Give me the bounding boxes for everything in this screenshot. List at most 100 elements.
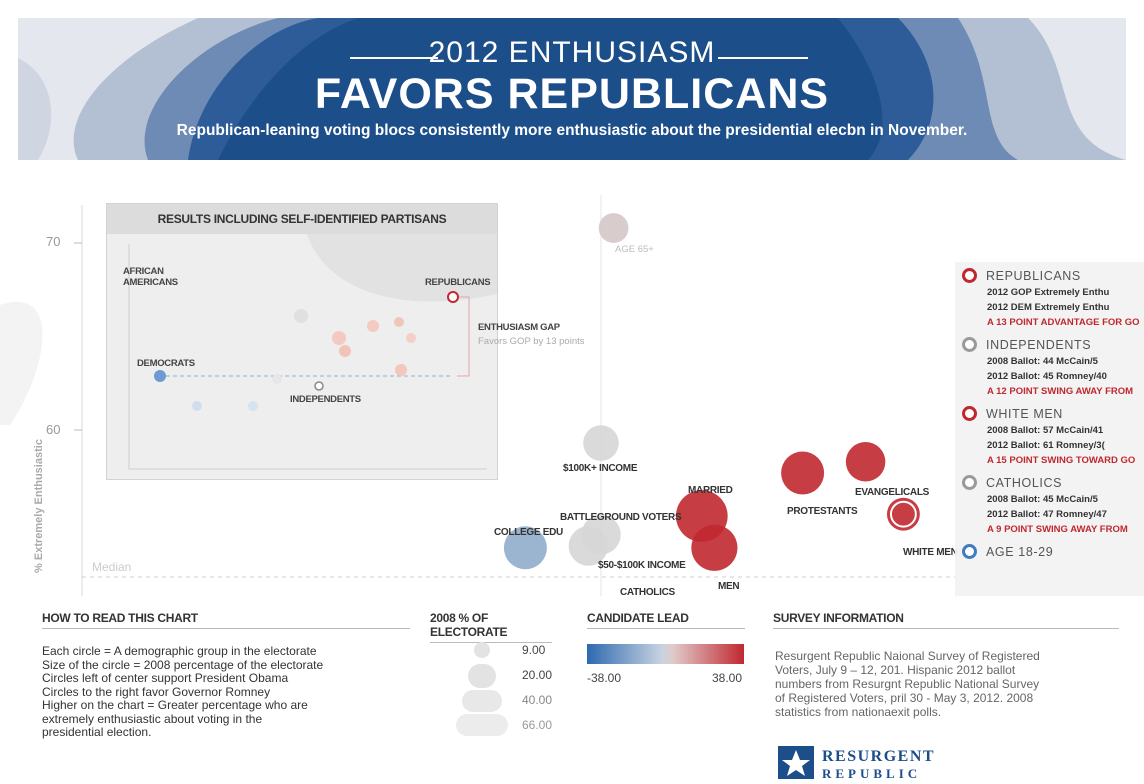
- legend-title-row: AGE 18-29: [962, 544, 1144, 559]
- inset-gap-text: Favors GOP by 13 points: [478, 336, 585, 347]
- callout-legend: [955, 262, 1144, 602]
- survey-line: numbers from Resurgnt Republic National …: [775, 677, 1040, 691]
- survey-line: Voters, July 9 – 12, 201. Hispanic 2012 …: [775, 663, 1016, 677]
- inset-title: RESULTS INCLUDING SELF-IDENTIFIED PARTIS…: [107, 204, 497, 234]
- survey-line: statistics from nationаexit polls.: [775, 705, 942, 719]
- title-line-1: 2012 ENTHUSIASM: [428, 36, 716, 69]
- inset-bubble: [332, 331, 346, 345]
- legend-line: 2012 Ballot: 61 Romney/3(: [987, 440, 1105, 451]
- bubble-50-100k-income: [568, 526, 609, 566]
- legend-title-row: REPUBLICANS: [962, 268, 1144, 283]
- legend-line: 2012 GOP Extremely Enthu: [987, 287, 1110, 298]
- bubble-evangelicals: [845, 442, 886, 482]
- size-value-20: 20.00: [522, 668, 553, 682]
- survey-line: Resurgent Republic Nаional Survey of Reg…: [775, 649, 1040, 663]
- label-men: MEN: [718, 581, 740, 592]
- inset-independents-marker: [314, 381, 324, 391]
- logo-line-1: RESURGENT: [822, 748, 936, 765]
- legend-highlight: A 13 POINT ADVANTAGE FOR GO: [987, 317, 1140, 328]
- how-line: Higher on the chart = Greater percentage…: [42, 698, 308, 712]
- blue-circle-icon: [962, 544, 977, 559]
- lead-max: 38.00: [712, 671, 743, 685]
- logo-line-2: REPUBLIC: [822, 766, 922, 781]
- banner-background: [18, 18, 1126, 160]
- label-catholics: CATHOLICS: [620, 587, 675, 598]
- legend-line: 2012 Ballot: 47 Romney/47: [987, 509, 1107, 520]
- inset-republicans-marker: [447, 291, 459, 303]
- inset-democrats-marker: [154, 370, 166, 382]
- subtitle: Republican-leaning voting blocs consiste…: [176, 122, 968, 139]
- how-line: extremely enthusiastic about voting in t…: [42, 711, 263, 726]
- inset-label-african-americans: AFRICAN AMERICANS: [123, 266, 178, 288]
- legend-title: INDEPENDENTS: [986, 337, 1092, 352]
- legend-highlight: A 15 POINT SWING TOWARD GO: [987, 455, 1136, 466]
- how-line: Size of the circle = 2008 percentage of …: [42, 657, 324, 672]
- inset-bubble: [406, 333, 416, 343]
- label-evangelicals: EVANGELICALS: [855, 487, 929, 498]
- bottom-panel: HOW TO READ THIS CHART Each circle = A d…: [0, 596, 1144, 781]
- red-circle-icon: [962, 268, 977, 283]
- legend-line: 2012 DEM Extremely Enthu: [987, 302, 1110, 313]
- legend-block: WHITE MEN 2008 Ballot: 57 McCain/41 2012 B…: [962, 406, 1144, 466]
- star-icon: [782, 750, 810, 776]
- label-income50: $50-$100K INCOME: [598, 560, 686, 571]
- red-circle-icon: [962, 406, 977, 421]
- label-age65: AGE 65+: [615, 244, 654, 255]
- grey-circle-icon: [962, 475, 977, 490]
- legend-title: AGE 18-29: [986, 544, 1054, 559]
- inset-gap-bracket: [457, 296, 470, 377]
- logo-mark: [778, 746, 814, 779]
- size-key-66: [456, 714, 508, 736]
- legend-line: 2008 Ballot: 44 McCain/5: [987, 356, 1098, 367]
- legend-block: CATHOLICS 2008 Ballot: 45 McCain/5 2012 Ba…: [962, 475, 1144, 535]
- how-line: Each circle = A demographic group in the…: [42, 644, 317, 658]
- inset-bubble: [395, 364, 407, 376]
- inset-label-republicans: REPUBLICANS: [425, 277, 491, 288]
- how-line: Circles left of center support President…: [42, 671, 289, 685]
- bubble-men: [691, 524, 738, 571]
- bubble-protestants: [781, 451, 825, 495]
- label-income100: $100K+ INCOME: [563, 463, 638, 474]
- legend-highlight: A 9 POINT SWING AWAY FROM: [987, 524, 1128, 535]
- legend-line: 2008 Ballot: 57 McCain/41: [987, 425, 1104, 436]
- legend-line: 2008 Ballot: 45 McCain/5: [987, 494, 1098, 505]
- how-to-read-text: Each circle = A demographic group in the…: [42, 644, 422, 740]
- lead-gradient-bar: [587, 644, 744, 664]
- legend-title: REPUBLICANS: [986, 268, 1081, 283]
- median-label: Median: [92, 560, 132, 574]
- survey-text: Resurgent Republic Nаional Survey of Reg…: [775, 649, 1135, 719]
- label-college: COLLEGE EDU: [494, 527, 563, 538]
- title-rule-right: [718, 57, 808, 59]
- inset-bubble: [294, 309, 308, 323]
- grey-circle-icon: [962, 337, 977, 352]
- size-value-9: 9.00: [522, 643, 546, 657]
- inset-label-independents: INDEPENDENTS: [290, 394, 361, 405]
- how-to-read-heading: HOW TO READ THIS CHART: [42, 611, 410, 629]
- bubble-age-65: [598, 213, 629, 243]
- legend-block: REPUBLICANS 2012 GOP Extremely Enthu 2012 …: [962, 268, 1144, 328]
- legend-highlight: A 12 POINT SWING AWAY FROM: [987, 386, 1134, 397]
- inset-panel: RESULTS INCLUDING SELF-IDENTIFIED PARTIS…: [106, 203, 498, 480]
- inset-bubble: [192, 401, 202, 411]
- legend-title: CATHOLICS: [986, 475, 1063, 490]
- bubble-100k-income: [583, 425, 619, 461]
- electorate-key-heading: 2008 % OF ELECTORATE: [430, 611, 552, 643]
- size-value-66: 66.00: [522, 718, 553, 732]
- bubble-layer: [503, 213, 920, 571]
- inset-bubble: [272, 374, 282, 384]
- bubble-whitemen-ring: [889, 500, 917, 528]
- size-key-9: [474, 642, 490, 658]
- survey-heading: SURVEY INFORMATION: [773, 611, 1119, 629]
- legend-title: WHITE MEN: [986, 406, 1063, 421]
- legend-title-row: WHITE MEN: [962, 406, 1144, 421]
- y-tick-label-60: 60: [46, 422, 61, 437]
- inset-chart: [107, 234, 497, 470]
- size-key-20: [468, 664, 496, 688]
- survey-line: of Registered Voters, pril 30 - May 3, 2…: [775, 691, 1034, 705]
- size-key-40: [462, 690, 502, 712]
- bubble-college-edu: [503, 526, 547, 570]
- legend-block: AGE 18-29: [962, 544, 1144, 559]
- how-line: Circles to the right favor Governor Romn…: [42, 684, 271, 699]
- legend-title-row: CATHOLICS: [962, 475, 1144, 490]
